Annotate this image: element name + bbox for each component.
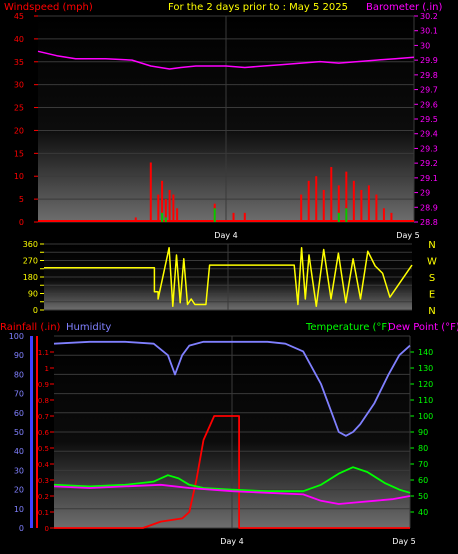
windspeed-tick-label: 25: [14, 104, 24, 113]
direction-tick-label: 360: [23, 240, 38, 249]
barometer-tick-label: 28.9: [420, 203, 438, 212]
compass-label: W: [427, 257, 437, 268]
barometer-tick-label: 29.7: [420, 86, 438, 95]
barometer-tick-label: 29.1: [420, 174, 438, 183]
dewpoint-axis-title: Dew Point (°F): [388, 322, 458, 333]
compass-label: S: [429, 273, 435, 284]
direction-tick-label: 180: [23, 273, 38, 282]
humidity-tick-label: 100: [9, 332, 24, 341]
rainfall-tick-label: 1.1: [38, 349, 49, 357]
windspeed-tick-label: 30: [14, 81, 24, 90]
barometer-tick-label: 30.1: [420, 27, 438, 36]
rainfall-axis-title: Rainfall (.in): [0, 322, 61, 333]
temperature-tick-label: 80: [418, 444, 428, 453]
temperature-tick-label: 100: [418, 412, 433, 421]
temperature-tick-label: 60: [418, 476, 428, 485]
windspeed-tick-label: 15: [14, 149, 24, 158]
windspeed-tick-label: 5: [19, 195, 24, 204]
temperature-tick-label: 140: [418, 348, 433, 357]
direction-tick-label: 0: [33, 306, 38, 315]
humidity-tick-label: 80: [14, 370, 24, 379]
x-tick-label: Day 4: [220, 537, 243, 546]
rainfall-tick-label: 0.5: [38, 445, 49, 453]
barometer-tick-label: 29: [420, 189, 430, 198]
humidity-axis-strip: [30, 336, 33, 528]
wind-direction-line: [44, 246, 413, 308]
windspeed-axis-title: Windspeed (mph): [4, 2, 93, 13]
humidity-tick-label: 30: [14, 466, 24, 475]
compass-label: N: [428, 306, 435, 317]
rainfall-tick-label: 0.9: [38, 381, 49, 389]
x-tick-label: Day 5: [396, 231, 419, 240]
x-tick-label: Day 4: [214, 231, 237, 240]
temperature-tick-label: 90: [418, 428, 428, 437]
rainfall-line: [54, 415, 410, 529]
barometer-tick-label: 30.2: [420, 12, 438, 21]
barometer-tick-label: 29.9: [420, 56, 438, 65]
humidity-tick-label: 10: [14, 505, 24, 514]
humidity-tick-label: 20: [14, 486, 24, 495]
humidity-line: [53, 340, 411, 437]
temperature-axis-title: Temperature (°F): [305, 322, 391, 333]
rainfall-tick-label: 1: [45, 365, 49, 373]
windspeed-tick-label: 0: [19, 218, 24, 227]
temperature-tick-label: 110: [418, 396, 433, 405]
windspeed-tick-label: 45: [14, 12, 24, 21]
barometer-tick-label: 29.5: [420, 115, 438, 124]
rainfall-tick-label: 0.8: [38, 397, 49, 405]
barometer-tick-label: 29.3: [420, 144, 438, 153]
compass-label: E: [429, 290, 435, 301]
humidity-tick-label: 90: [14, 351, 24, 360]
direction-tick-label: 270: [23, 257, 38, 266]
barometer-tick-label: 29.2: [420, 159, 438, 168]
x-tick-label: Day 5: [392, 537, 415, 546]
barometer-axis-title: Barometer (.in): [366, 2, 442, 13]
rainfall-axis-strip: [36, 336, 38, 528]
windspeed-tick-label: 40: [14, 35, 24, 44]
barometer-tick-label: 28.8: [420, 218, 438, 227]
temperature-tick-label: 130: [418, 364, 433, 373]
windspeed-tick-label: 20: [14, 126, 24, 135]
rainfall-tick-label: 0.2: [38, 493, 49, 501]
rainfall-tick-label: 0: [45, 525, 49, 533]
humidity-tick-label: 40: [14, 447, 24, 456]
temperature-line: [53, 466, 411, 494]
rainfall-tick-label: 0.7: [38, 413, 49, 421]
barometer-tick-label: 29.6: [420, 100, 438, 109]
humidity-tick-label: 0: [19, 524, 24, 533]
rainfall-tick-label: 0.1: [38, 509, 49, 517]
rainfall-tick-label: 0.3: [38, 477, 49, 485]
dewpoint-line: [53, 483, 411, 505]
windspeed-tick-label: 35: [14, 58, 24, 67]
humidity-tick-label: 70: [14, 390, 24, 399]
humidity-tick-label: 60: [14, 409, 24, 418]
period-title: For the 2 days prior to : May 5 2025: [168, 2, 348, 13]
temperature-tick-label: 70: [418, 460, 428, 469]
direction-tick-label: 90: [28, 290, 38, 299]
windspeed-tick-label: 10: [14, 172, 24, 181]
rainfall-tick-label: 0.6: [38, 429, 50, 437]
humidity-tick-label: 50: [14, 428, 24, 437]
humidity-axis-title: Humidity: [66, 322, 111, 333]
temperature-tick-label: 50: [418, 492, 428, 501]
temperature-tick-label: 120: [418, 380, 433, 389]
rainfall-tick-label: 0.4: [38, 461, 50, 469]
temperature-tick-label: 40: [418, 508, 428, 517]
barometer-line: [37, 50, 415, 70]
compass-label: N: [428, 240, 435, 251]
barometer-tick-label: 29.4: [420, 130, 438, 139]
barometer-tick-label: 30: [420, 41, 430, 50]
barometer-tick-label: 29.8: [420, 71, 438, 80]
